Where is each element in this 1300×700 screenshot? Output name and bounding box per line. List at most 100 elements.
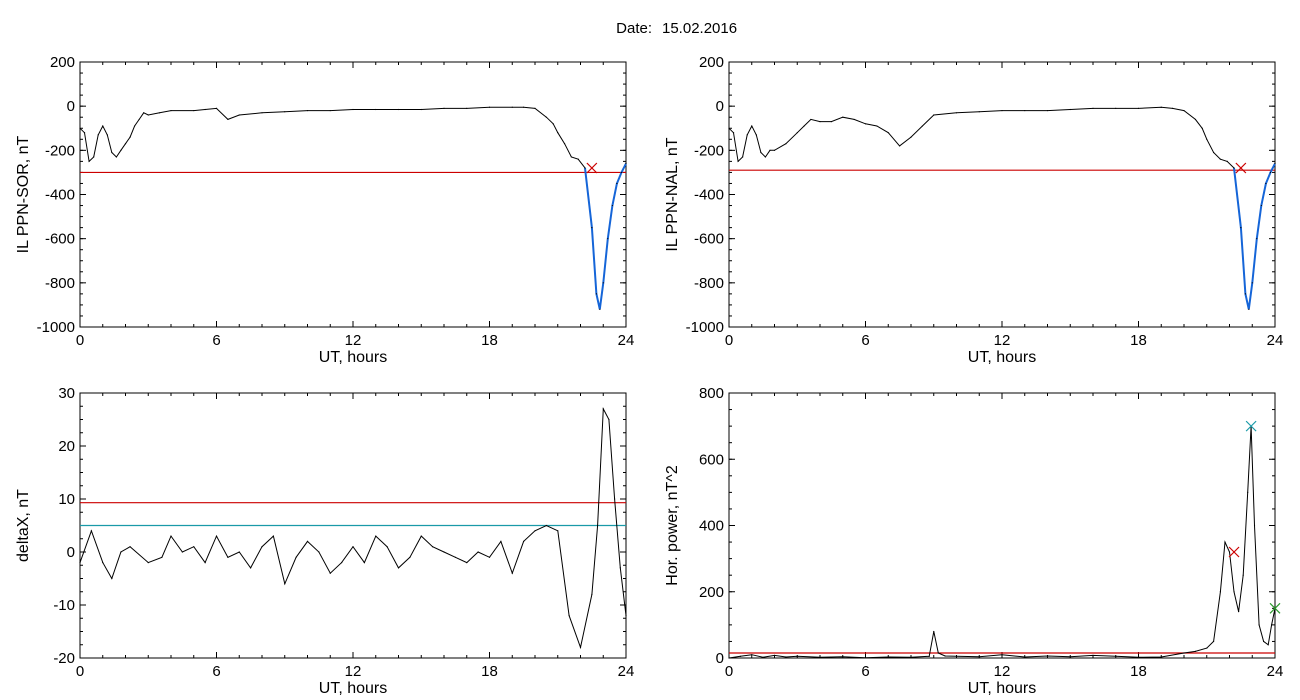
- data-point-il-ppn-nal: [755, 134, 757, 136]
- data-point-deltax: [454, 556, 456, 558]
- data-point-il-ppn-sor: [134, 125, 136, 127]
- data-point-deltax: [90, 530, 92, 532]
- plot-frame-il-ppn-nal: [728, 61, 1276, 328]
- data-point-il-ppn-nal: [764, 156, 767, 158]
- data-point-deltax: [614, 498, 616, 500]
- data-point-il-ppn-nal: [978, 111, 980, 113]
- data-point-hor-power: [1069, 656, 1071, 658]
- data-point-il-ppn-sor: [611, 204, 613, 207]
- data-point-deltax: [602, 408, 604, 410]
- data-point-hor-power: [933, 630, 935, 633]
- x-axis-label-il-ppn-sor: UT, hours: [319, 349, 387, 366]
- data-point-il-ppn-nal: [1248, 308, 1250, 310]
- data-point-deltax: [352, 546, 354, 548]
- x-tick-label-il-ppn-sor: 0: [76, 332, 84, 349]
- data-point-deltax: [443, 551, 445, 553]
- data-point-hor-power: [785, 656, 787, 658]
- data-point-il-ppn-sor: [563, 143, 566, 145]
- data-point-il-ppn-sor: [129, 136, 131, 138]
- data-point-hor-power: [1247, 491, 1249, 493]
- data-point-il-ppn-sor: [124, 143, 127, 145]
- data-point-il-ppn-sor: [159, 112, 161, 114]
- data-point-il-ppn-nal: [887, 132, 889, 134]
- y-tick-label-il-ppn-sor: -200: [45, 142, 75, 159]
- data-point-il-ppn-nal: [1160, 106, 1162, 108]
- data-point-il-ppn-nal: [796, 132, 798, 134]
- data-point-hor-power: [1206, 647, 1208, 649]
- data-point-hor-power: [1228, 551, 1231, 553]
- data-point-deltax: [545, 524, 547, 527]
- data-point-hor-power: [1258, 624, 1260, 626]
- y-tick-label-il-ppn-sor: -400: [45, 187, 75, 204]
- data-point-deltax: [204, 562, 206, 564]
- data-point-il-ppn-nal: [732, 132, 735, 134]
- data-point-deltax: [120, 551, 122, 553]
- data-point-il-ppn-sor: [420, 108, 422, 111]
- data-point-il-ppn-nal: [1274, 162, 1276, 165]
- data-point-il-ppn-sor: [115, 156, 117, 158]
- x-tick-label-il-ppn-nal: 24: [1267, 332, 1284, 349]
- data-point-deltax: [295, 556, 297, 558]
- figure-title-label: Date:: [616, 20, 652, 37]
- panel-il-ppn-sor: 0 6 12 18 24 -1000 -800 -600 -400 -200 0 200 UT, hou…: [15, 54, 634, 366]
- y-tick-label-hor-power: 0: [716, 650, 724, 667]
- x-axis-label-hor-power: UT, hours: [968, 680, 1036, 697]
- data-point-deltax: [608, 418, 610, 421]
- data-point-deltax: [568, 615, 570, 617]
- data-point-deltax: [432, 546, 434, 548]
- data-point-il-ppn-sor: [97, 134, 99, 136]
- data-point-il-ppn-sor: [599, 308, 601, 310]
- data-point-il-ppn-nal: [810, 118, 812, 121]
- plot-frame-hor-power: [728, 392, 1276, 659]
- data-point-deltax: [102, 562, 104, 564]
- y-tick-label-il-ppn-sor: 0: [67, 98, 75, 115]
- data-point-hor-power: [978, 656, 980, 658]
- x-tick-label-deltax: 0: [76, 663, 84, 680]
- cross-marker-il-ppn-sor: [586, 162, 598, 174]
- y-tick-label-il-ppn-sor: -800: [45, 275, 75, 292]
- data-point-il-ppn-nal: [1260, 204, 1262, 207]
- data-point-il-ppn-sor: [511, 106, 513, 108]
- data-point-deltax: [579, 646, 582, 649]
- y-tick-label-deltax: 20: [58, 438, 75, 455]
- data-point-il-ppn-nal: [1233, 167, 1235, 169]
- data-point-hor-power: [1046, 655, 1049, 657]
- data-point-hor-power: [1224, 541, 1226, 543]
- data-point-il-ppn-sor: [466, 107, 468, 109]
- data-point-deltax: [363, 562, 365, 564]
- data-point-il-ppn-sor: [193, 109, 195, 112]
- data-point-deltax: [161, 556, 163, 558]
- data-point-deltax: [111, 577, 113, 580]
- x-tick-label-deltax: 12: [345, 663, 362, 680]
- data-point-hor-power: [937, 652, 939, 654]
- panel-il-ppn-nal: 0 6 12 18 24 -1000 -800 -600 -400 -200 0 200 UT, hou…: [664, 54, 1283, 366]
- x-tick-label-il-ppn-nal: 12: [994, 332, 1011, 349]
- data-point-hor-power: [796, 655, 798, 657]
- y-tick-label-deltax: -10: [53, 597, 75, 614]
- data-point-deltax: [500, 540, 502, 543]
- data-point-il-ppn-sor: [352, 108, 354, 111]
- data-point-il-ppn-nal: [842, 116, 844, 118]
- y-tick-label-hor-power: 400: [699, 518, 724, 535]
- data-point-il-ppn-sor: [488, 106, 491, 108]
- data-point-deltax: [329, 572, 331, 574]
- data-point-il-ppn-sor: [147, 114, 149, 116]
- data-point-il-ppn-nal: [1265, 182, 1267, 185]
- data-point-deltax: [272, 535, 274, 537]
- y-axis-label-il-ppn-sor: IL PPN-SOR, nT: [15, 135, 32, 253]
- data-point-deltax: [318, 551, 320, 553]
- y-tick-label-deltax: 10: [58, 491, 75, 508]
- x-tick-label-il-ppn-nal: 18: [1130, 332, 1147, 349]
- y-tick-label-il-ppn-sor: 200: [50, 54, 75, 71]
- data-point-il-ppn-nal: [1001, 109, 1003, 112]
- y-tick-label-il-ppn-nal: -800: [694, 275, 724, 292]
- data-point-hor-power: [1183, 652, 1185, 654]
- data-point-deltax: [250, 567, 252, 569]
- data-point-il-ppn-nal: [1137, 107, 1140, 109]
- panel-hor-power: 0 6 12 18 24 0 200 400 600 800 UT, hours Hor. power…: [664, 385, 1283, 697]
- data-point-il-ppn-nal: [1069, 108, 1071, 111]
- data-point-il-ppn-sor: [584, 167, 586, 169]
- data-point-hor-power: [1160, 656, 1162, 658]
- data-point-il-ppn-nal: [803, 125, 805, 127]
- y-tick-label-il-ppn-nal: -200: [694, 142, 724, 159]
